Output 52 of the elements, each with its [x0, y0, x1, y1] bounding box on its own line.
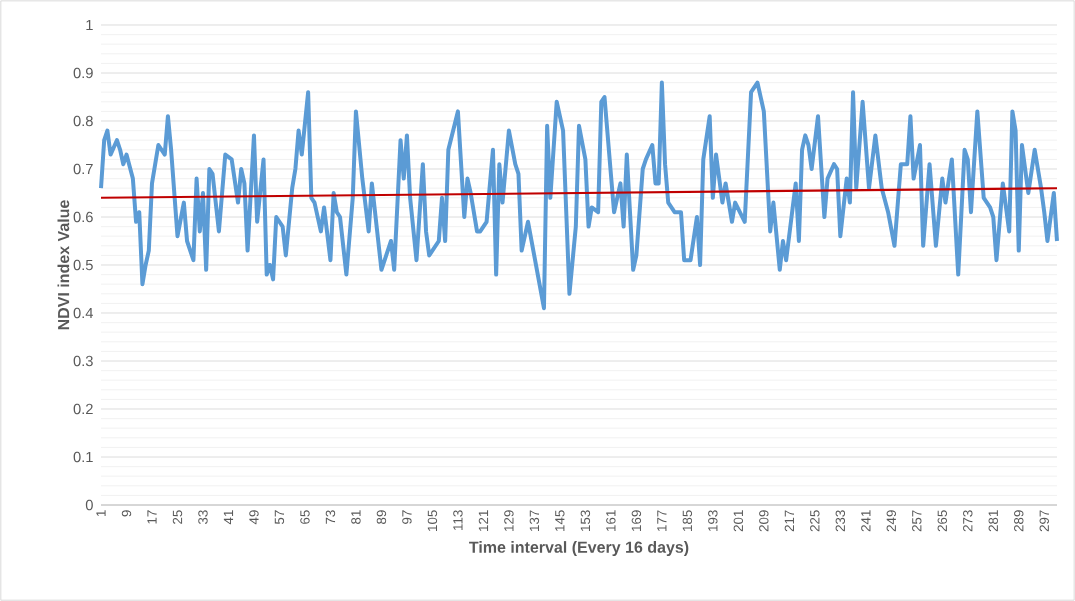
line-series [99, 80, 1060, 311]
x-tick-label: 81 [351, 510, 361, 524]
x-tick-label: 49 [249, 510, 259, 525]
x-tick-label: 193 [708, 510, 718, 531]
y-tick-label: 1 [86, 19, 93, 31]
x-tick-label: 9 [121, 510, 132, 517]
x-tick-label: 113 [453, 510, 463, 530]
y-tick-label: 0.2 [73, 403, 93, 415]
y-tick-label: 0.6 [73, 211, 93, 223]
x-tick-label: 121 [478, 510, 489, 531]
x-tick-label: 281 [988, 510, 998, 532]
y-tick-label: 0.9 [73, 67, 93, 79]
x-tick-label: 289 [1014, 510, 1024, 532]
x-tick-label: 249 [886, 510, 897, 532]
x-tick-label: 225 [810, 510, 820, 532]
y-tick-label: 0.5 [73, 259, 93, 271]
x-tick-label: 177 [657, 510, 667, 531]
x-tick-label: 137 [529, 510, 540, 531]
x-tick-label: 257 [912, 510, 922, 532]
x-tick-label: 129 [504, 510, 514, 531]
x-tick-label: 25 [172, 510, 183, 524]
x-tick-label: 17 [147, 510, 157, 524]
x-tick-label: 209 [759, 510, 769, 532]
y-tick-label: 0.3 [73, 355, 93, 367]
x-tick-label: 169 [631, 510, 642, 531]
x-tick-label: 273 [963, 510, 973, 532]
x-tick-label: 73 [325, 510, 336, 524]
x-tick-label: 145 [555, 510, 565, 531]
x-tick-label: 161 [606, 510, 616, 531]
x-tick-label: 233 [835, 510, 846, 532]
x-tick-label: 201 [733, 510, 744, 532]
x-tick-label: 185 [682, 510, 693, 531]
x-tick-label: 241 [861, 510, 871, 532]
x-tick-label: 105 [427, 510, 438, 531]
x-tick-label: 65 [300, 510, 310, 524]
x-tick-label: 153 [580, 510, 591, 531]
x-tick-label: 33 [198, 510, 208, 525]
x-axis-title: Time interval (Every 16 days) [469, 541, 689, 557]
x-tick-label: 41 [223, 510, 234, 525]
y-tick-label: 0.8 [73, 115, 93, 127]
x-tick-label: 57 [274, 510, 285, 524]
x-tick-label: 89 [376, 510, 387, 524]
y-tick-label: 0.1 [73, 451, 93, 463]
x-tick-label: 97 [402, 510, 412, 524]
x-tick-label: 217 [784, 510, 794, 532]
y-tick-label: 0.4 [73, 307, 94, 319]
x-tick-label: 297 [1039, 510, 1049, 532]
y-tick-label: 0.7 [73, 163, 93, 175]
x-tick-label: 265 [937, 510, 947, 532]
x-tick-label: 1 [96, 510, 106, 517]
y-axis-title: NDVI index Value [57, 200, 70, 330]
y-tick-label: 0 [85, 499, 93, 511]
